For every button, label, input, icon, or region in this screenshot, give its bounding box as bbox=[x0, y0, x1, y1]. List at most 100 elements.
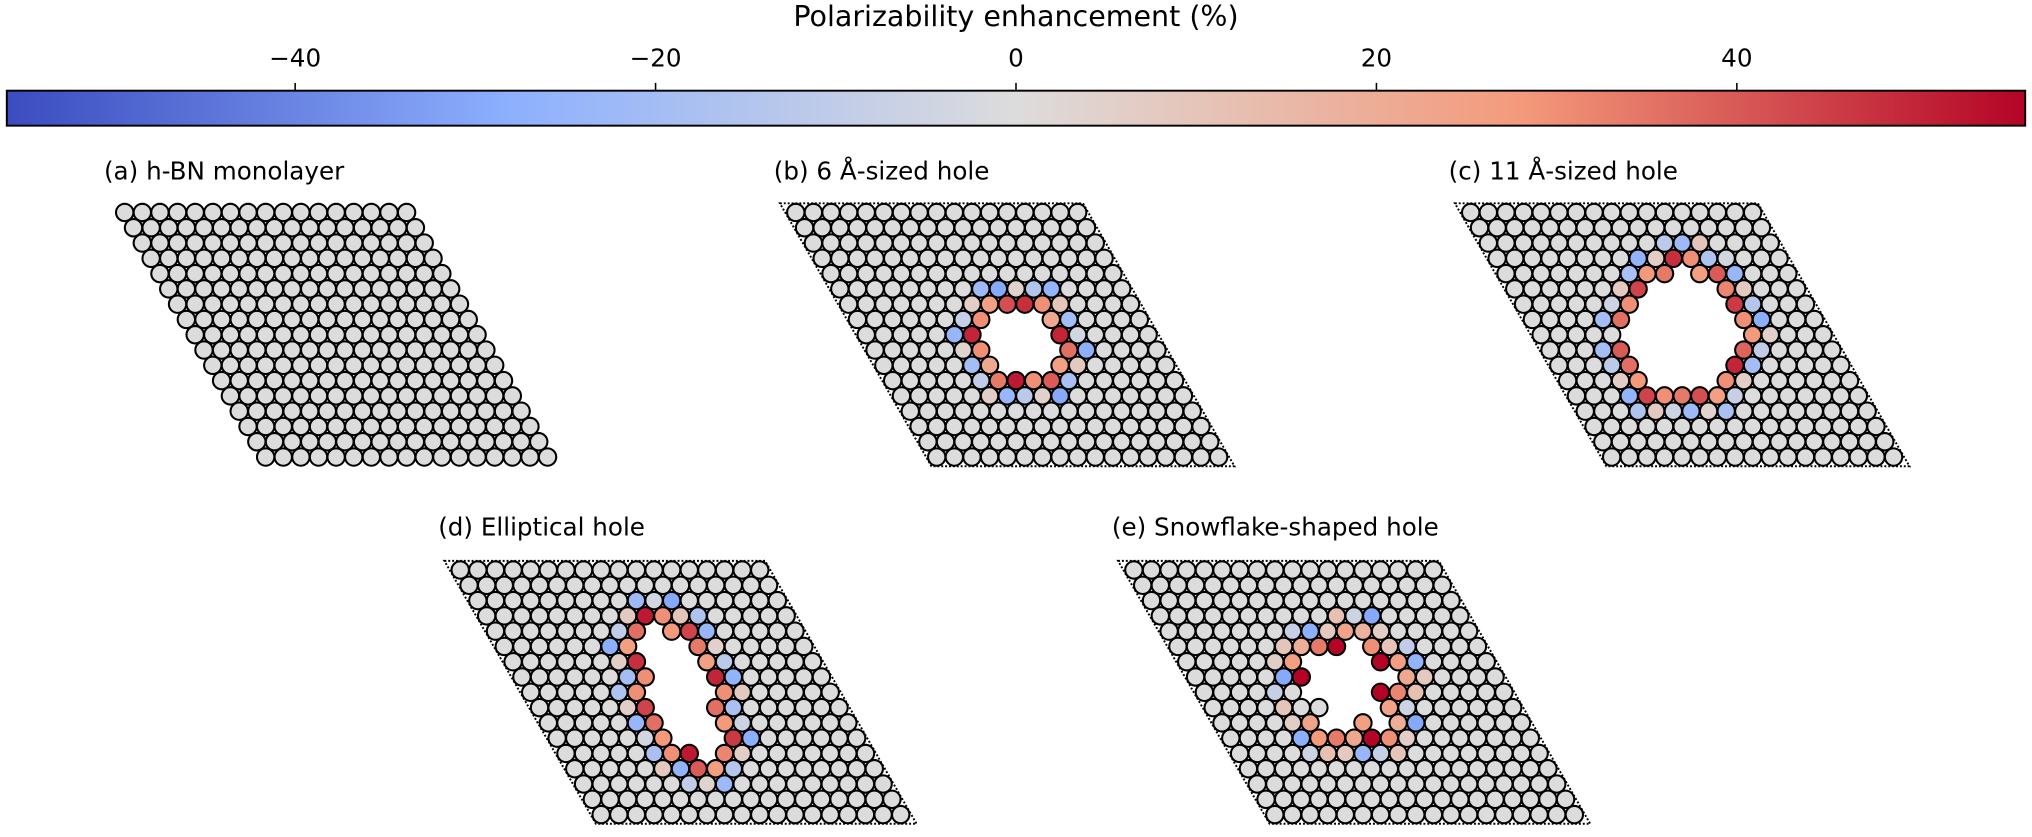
atom bbox=[396, 447, 417, 467]
atom bbox=[1742, 202, 1763, 223]
atom-value bbox=[1628, 279, 1648, 299]
atom bbox=[1147, 340, 1167, 360]
atom bbox=[767, 590, 788, 611]
atom bbox=[1637, 447, 1657, 467]
atom bbox=[1707, 447, 1728, 467]
atom bbox=[405, 218, 426, 238]
atom bbox=[1804, 309, 1824, 330]
atom-value bbox=[1282, 652, 1303, 672]
atom bbox=[609, 804, 629, 825]
atom bbox=[414, 233, 434, 253]
atom bbox=[997, 447, 1017, 467]
atom bbox=[502, 447, 523, 467]
atom bbox=[1265, 804, 1285, 825]
atom bbox=[697, 804, 717, 825]
atom bbox=[1282, 804, 1303, 825]
atom bbox=[1423, 804, 1444, 825]
atom bbox=[1672, 447, 1692, 467]
atom bbox=[1848, 386, 1869, 406]
atom bbox=[1494, 682, 1514, 703]
atom bbox=[326, 447, 346, 467]
atom bbox=[1690, 447, 1710, 467]
atom bbox=[1654, 447, 1675, 467]
atom bbox=[1760, 447, 1780, 467]
atom bbox=[794, 636, 814, 657]
atom bbox=[838, 804, 858, 825]
atom bbox=[1822, 340, 1842, 360]
panel: (d) Elliptical hole bbox=[438, 513, 919, 825]
atom bbox=[467, 325, 487, 345]
atom-value bbox=[635, 667, 655, 687]
colorbar-label: Polarizability enhancement (%) bbox=[793, 0, 1238, 33]
atom bbox=[1120, 294, 1141, 314]
atom bbox=[979, 447, 1000, 467]
atom-value bbox=[1353, 713, 1373, 733]
atom bbox=[820, 804, 840, 825]
atom-value bbox=[617, 636, 638, 657]
atom bbox=[1813, 447, 1833, 467]
atom bbox=[1208, 447, 1229, 467]
atom bbox=[1564, 804, 1585, 825]
atom-value bbox=[626, 682, 647, 703]
atom bbox=[308, 447, 329, 467]
atom bbox=[802, 652, 823, 672]
atom bbox=[502, 386, 523, 406]
cell-outline bbox=[1453, 202, 1912, 468]
cell-outline bbox=[1116, 559, 1592, 825]
atom bbox=[291, 447, 311, 467]
atom bbox=[1164, 370, 1185, 391]
atom bbox=[1103, 263, 1123, 284]
atom bbox=[1191, 447, 1211, 467]
atom bbox=[1129, 309, 1150, 330]
atom bbox=[1538, 759, 1558, 779]
atom bbox=[255, 447, 276, 467]
atom bbox=[1511, 713, 1532, 733]
colorbar bbox=[5, 89, 2027, 127]
atom bbox=[1032, 447, 1053, 467]
panel: (b) 6 Å-sized hole bbox=[774, 156, 1237, 468]
atom bbox=[661, 804, 682, 825]
atom bbox=[1476, 804, 1496, 825]
atom bbox=[944, 447, 965, 467]
atom bbox=[1547, 774, 1567, 794]
atom bbox=[1300, 804, 1320, 825]
atom bbox=[1502, 697, 1523, 718]
atom bbox=[396, 202, 417, 223]
atom-value bbox=[1015, 294, 1035, 314]
atom bbox=[273, 447, 293, 467]
panel: (a) h-BN monolayer bbox=[104, 156, 558, 467]
atom bbox=[1760, 233, 1780, 253]
atom-value bbox=[1610, 340, 1631, 360]
atom bbox=[732, 804, 752, 825]
tick-label: 20 bbox=[1361, 44, 1392, 73]
atom bbox=[1423, 560, 1444, 580]
atom bbox=[344, 447, 364, 467]
atom bbox=[449, 447, 470, 467]
atom bbox=[1085, 233, 1106, 253]
atom bbox=[926, 447, 947, 467]
atom bbox=[1601, 447, 1622, 467]
atom bbox=[1450, 606, 1470, 626]
atom bbox=[1520, 728, 1541, 748]
atom bbox=[1111, 279, 1132, 299]
atom bbox=[484, 447, 505, 467]
panel-title: (c) 11 Å-sized hole bbox=[1449, 156, 1678, 185]
atom bbox=[1441, 590, 1461, 611]
panel-title: (e) Snowflake-shaped hole bbox=[1112, 513, 1439, 542]
atom bbox=[838, 713, 858, 733]
atom bbox=[379, 447, 399, 467]
atom bbox=[1830, 447, 1851, 467]
atom-value bbox=[679, 743, 699, 764]
panel-title: (a) h-BN monolayer bbox=[104, 156, 345, 185]
atom bbox=[1813, 325, 1833, 345]
panel: (c) 11 Å-sized hole bbox=[1449, 156, 1912, 468]
atom bbox=[679, 804, 699, 825]
atom bbox=[802, 804, 823, 825]
atom bbox=[644, 804, 664, 825]
atom-value bbox=[626, 621, 647, 641]
atom bbox=[873, 804, 893, 825]
atom bbox=[820, 682, 840, 703]
atom bbox=[626, 804, 647, 825]
atom-value bbox=[1309, 636, 1329, 657]
atom bbox=[829, 697, 849, 718]
